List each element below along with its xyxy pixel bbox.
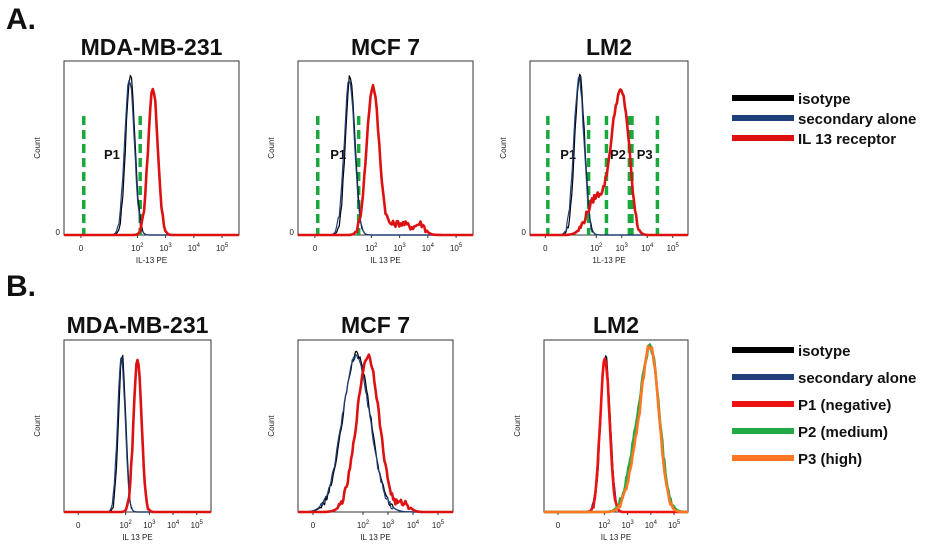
y-axis-label: Count bbox=[513, 415, 522, 437]
y-axis-label: Count bbox=[499, 137, 508, 159]
y-tick-label: 0 bbox=[522, 228, 527, 237]
x-tick-label: 105 bbox=[191, 520, 204, 530]
x-tick-label: 104 bbox=[188, 243, 201, 253]
legend-swatch bbox=[732, 374, 794, 380]
legend-label: secondary alone bbox=[798, 370, 916, 387]
series-isotype bbox=[64, 354, 211, 513]
x-tick-label: 0 bbox=[311, 521, 316, 530]
legend-label: P2 (medium) bbox=[798, 424, 888, 441]
plot-frame bbox=[543, 339, 689, 513]
x-tick-label: 104 bbox=[641, 243, 654, 253]
x-tick-label: 105 bbox=[216, 243, 229, 253]
x-tick-label: 103 bbox=[382, 520, 395, 530]
x-axis-label: IL 13 PE bbox=[122, 533, 152, 542]
x-tick-label: 0 bbox=[543, 244, 548, 253]
x-tick-label: 0 bbox=[76, 521, 81, 530]
series-il-13-receptor bbox=[297, 353, 454, 514]
gate-label: P1 bbox=[104, 147, 120, 162]
legend-label: secondary alone bbox=[798, 111, 916, 128]
legend-swatch bbox=[732, 428, 794, 434]
series-isotype bbox=[298, 350, 453, 513]
legend-label: P1 (negative) bbox=[798, 397, 891, 414]
x-axis-label: IL 13 PE bbox=[360, 533, 390, 542]
x-tick-label: 102 bbox=[357, 520, 370, 530]
plot-title: MCF 7 bbox=[341, 312, 410, 338]
x-axis-label: 1L-13 PE bbox=[592, 256, 625, 265]
plot-title: LM2 bbox=[593, 312, 639, 338]
series-secondary-alone bbox=[298, 353, 453, 513]
x-tick-label: 104 bbox=[407, 520, 420, 530]
x-tick-label: 104 bbox=[167, 520, 180, 530]
histogram-3: LM2 Count 0 0 102 103 104 105 1L-13 PE P1 P2 P3 bbox=[499, 34, 689, 265]
histogram-5: MCF 7 Count 0 102 103 104 105 IL 13 PE bbox=[267, 312, 454, 542]
x-tick-label: 105 bbox=[450, 243, 463, 253]
plot-title: MCF 7 bbox=[351, 34, 420, 60]
plot-title: LM2 bbox=[586, 34, 632, 60]
y-axis-label: Count bbox=[267, 137, 276, 159]
series-il-13-receptor bbox=[64, 87, 240, 237]
x-axis-label: IL 13 PE bbox=[370, 256, 400, 265]
x-tick-label: 102 bbox=[365, 243, 378, 253]
series-secondary-alone bbox=[64, 356, 211, 513]
x-tick-label: 104 bbox=[645, 520, 658, 530]
x-axis-label: IL-13 PE bbox=[136, 256, 167, 265]
plot-title: MDA-MB-231 bbox=[81, 34, 223, 60]
legend-2: isotype secondary alone P1 (negative) P2 (m… bbox=[732, 343, 916, 468]
x-tick-label: 103 bbox=[159, 243, 172, 253]
x-tick-label: 105 bbox=[432, 520, 445, 530]
panel-b-label: B. bbox=[6, 270, 36, 303]
legend-swatch bbox=[732, 347, 794, 353]
histogram-1: MDA-MB-231 Count 0 0 102 103 104 105 IL-13 PE P1 bbox=[33, 34, 240, 265]
plot-frame bbox=[63, 60, 240, 236]
x-tick-label: 0 bbox=[556, 521, 561, 530]
x-tick-label: 0 bbox=[313, 244, 318, 253]
x-tick-label: 102 bbox=[131, 243, 144, 253]
histogram-4: MDA-MB-231 Count 0 102 103 104 105 IL 13 PE bbox=[33, 312, 212, 542]
histogram-2: MCF 7 Count 0 0 102 103 104 105 IL 13 PE P1 bbox=[267, 34, 474, 265]
legend-label: P3 (high) bbox=[798, 451, 862, 468]
legend-swatch bbox=[732, 115, 794, 121]
series-il-13-receptor bbox=[297, 83, 474, 237]
x-tick-label: 0 bbox=[79, 244, 84, 253]
y-axis-label: Count bbox=[33, 137, 42, 159]
series-il-13-receptor bbox=[63, 358, 212, 514]
legend-swatch bbox=[732, 95, 794, 101]
x-tick-label: 103 bbox=[616, 243, 629, 253]
y-tick-label: 0 bbox=[56, 228, 61, 237]
legend-swatch bbox=[732, 401, 794, 407]
x-tick-label: 102 bbox=[590, 243, 603, 253]
y-tick-label: 0 bbox=[290, 228, 295, 237]
x-axis-label: IL 13 PE bbox=[601, 533, 631, 542]
gate-label: P1 bbox=[560, 147, 576, 162]
series-il-13-receptor bbox=[529, 88, 689, 237]
plot-frame bbox=[297, 339, 454, 513]
x-tick-label: 105 bbox=[668, 520, 681, 530]
x-tick-label: 104 bbox=[422, 243, 435, 253]
histogram-6: LM2 Count 0 102 103 104 105 IL 13 PE bbox=[513, 312, 689, 542]
series-p3-high bbox=[543, 344, 689, 514]
x-tick-label: 103 bbox=[621, 520, 634, 530]
x-tick-label: 102 bbox=[598, 520, 611, 530]
x-tick-label: 105 bbox=[667, 243, 680, 253]
legend-1: isotype secondary alone IL 13 receptor bbox=[732, 91, 916, 148]
legend-label: isotype bbox=[798, 343, 851, 360]
legend-label: isotype bbox=[798, 91, 851, 108]
plot-title: MDA-MB-231 bbox=[67, 312, 209, 338]
legend-swatch bbox=[732, 455, 794, 461]
gate-label: P3 bbox=[637, 147, 653, 162]
y-axis-label: Count bbox=[33, 415, 42, 437]
gate-label: P2 bbox=[610, 147, 626, 162]
x-tick-label: 103 bbox=[143, 520, 156, 530]
panel-a-label: A. bbox=[6, 3, 36, 36]
x-tick-label: 103 bbox=[393, 243, 406, 253]
x-tick-label: 102 bbox=[120, 520, 133, 530]
legend-swatch bbox=[732, 135, 794, 141]
legend-label: IL 13 receptor bbox=[798, 131, 896, 148]
gate-label: P1 bbox=[330, 147, 346, 162]
y-axis-label: Count bbox=[267, 415, 276, 437]
